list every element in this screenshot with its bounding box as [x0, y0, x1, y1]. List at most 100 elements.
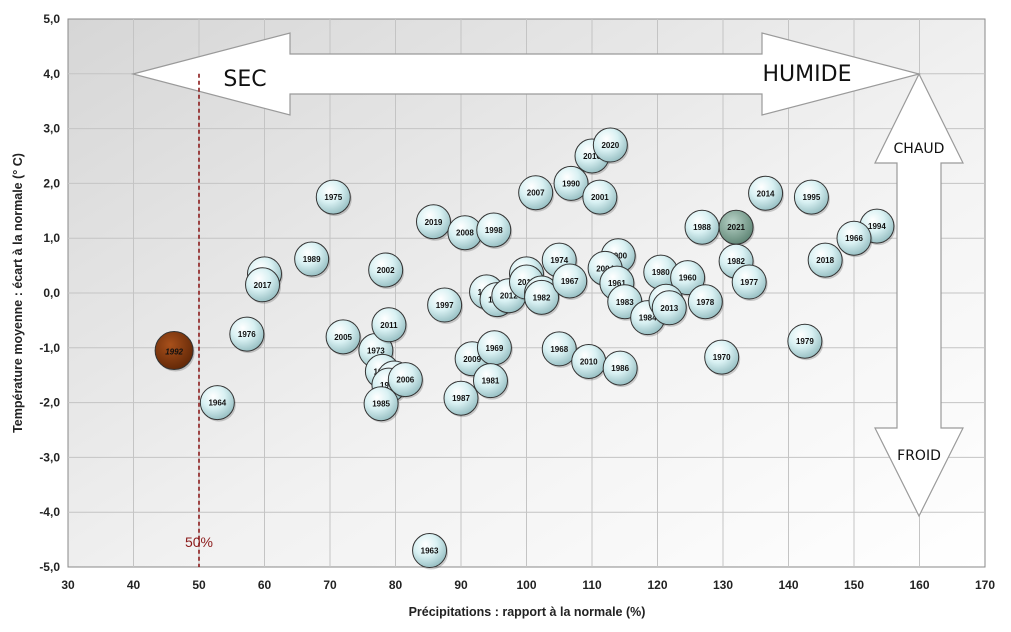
- point-marker: [592, 127, 628, 163]
- point-label: 1977: [740, 278, 758, 287]
- data-point: 1963: [412, 533, 449, 570]
- y-tick-label: 1,0: [43, 231, 60, 245]
- point-marker: [315, 179, 351, 215]
- point-label: 1989: [303, 255, 321, 264]
- x-tick-label: 40: [127, 578, 141, 592]
- data-point: 2005: [325, 319, 362, 356]
- point-marker: [687, 284, 723, 320]
- point-label: 2007: [527, 189, 545, 198]
- data-point: 2001: [582, 179, 619, 217]
- x-tick-label: 110: [582, 578, 602, 592]
- point-marker: [651, 290, 687, 326]
- point-marker: [704, 339, 740, 375]
- data-point: 2010: [571, 344, 608, 381]
- point-label: 1976: [238, 330, 256, 339]
- data-point: 1982: [524, 279, 561, 317]
- x-tick-label: 140: [778, 578, 798, 592]
- point-label: 1988: [693, 223, 711, 232]
- point-label: 1975: [324, 193, 342, 202]
- point-label: 1982: [533, 293, 551, 302]
- point-label: 1987: [452, 394, 470, 403]
- point-label: 2010: [580, 358, 598, 367]
- data-point: 1979: [787, 323, 824, 361]
- y-tick-label: 0,0: [43, 286, 60, 300]
- point-marker: [443, 380, 479, 416]
- data-point: 2017: [245, 267, 282, 304]
- point-label: 1990: [562, 179, 580, 188]
- data-point: 2011: [371, 307, 408, 344]
- point-label: 2004: [596, 264, 614, 273]
- point-label: 1997: [436, 301, 454, 310]
- y-tick-label: -1,0: [39, 341, 60, 355]
- cold-label: FROID: [897, 448, 941, 464]
- point-marker: [368, 252, 404, 288]
- point-marker: [582, 179, 618, 215]
- data-point: 2007: [518, 175, 555, 212]
- point-label: 1984: [639, 314, 657, 323]
- point-label: 1992: [165, 348, 183, 357]
- point-marker: [602, 350, 638, 386]
- data-point: 1997: [427, 287, 464, 325]
- data-point: 1977: [731, 264, 768, 302]
- point-label: 1995: [803, 193, 821, 202]
- point-marker: [154, 331, 194, 371]
- point-marker: [245, 267, 281, 303]
- point-marker: [363, 386, 399, 422]
- point-label: 2000: [609, 252, 627, 261]
- point-marker: [518, 175, 554, 211]
- point-marker: [748, 175, 784, 211]
- point-label: 2006: [396, 376, 414, 385]
- y-tick-labels: 5,0 4,0 3,0 2,0 1,0 0,0 -1,0 -2,0 -3,0 -4,0 -5,0: [39, 12, 60, 574]
- point-marker: [793, 179, 829, 215]
- point-label: 2014: [757, 189, 775, 198]
- point-label: 2015: [518, 278, 536, 287]
- x-tick-label: 150: [844, 578, 864, 592]
- point-label: 2008: [456, 229, 474, 238]
- data-point: 2018: [807, 242, 844, 280]
- point-label: 1974: [550, 256, 568, 265]
- point-label: 2019: [425, 218, 443, 227]
- data-point: 1995: [793, 179, 830, 217]
- data-point: 1986: [602, 350, 639, 388]
- x-tick-label: 170: [975, 578, 995, 592]
- x-tick-label: 100: [516, 578, 536, 592]
- y-tick-label: -3,0: [39, 450, 60, 464]
- point-label: 1983: [616, 298, 634, 307]
- data-point: 2020: [592, 127, 629, 165]
- data-point: 2014: [748, 175, 785, 213]
- hot-label: CHAUD: [894, 141, 945, 157]
- point-label: 2009: [463, 355, 481, 364]
- direction-arrows: SEC HUMIDE CHAUD FROID: [130, 32, 964, 518]
- data-point: 1967: [552, 263, 589, 300]
- point-label: 1982: [727, 257, 745, 266]
- point-label: 2021: [727, 223, 745, 232]
- fifty-percent-label: 50%: [185, 534, 213, 550]
- data-point: 2006: [387, 362, 424, 399]
- y-axis-title: Température moyenne : écart à la normale…: [11, 153, 25, 433]
- point-label: 1967: [561, 277, 579, 286]
- point-marker: [787, 323, 823, 359]
- point-marker: [731, 264, 767, 300]
- point-marker: [524, 279, 560, 315]
- y-tick-label: -4,0: [39, 505, 60, 519]
- point-current: 2021: [718, 209, 755, 247]
- x-tick-label: 50: [192, 578, 206, 592]
- point-label: 2001: [591, 193, 609, 202]
- point-label: 1994: [868, 222, 886, 231]
- data-point: 2002: [368, 252, 405, 289]
- data-point: 1998: [476, 212, 513, 249]
- data-point: 1964: [199, 385, 236, 422]
- point-marker: [472, 363, 508, 399]
- point-marker: [807, 242, 843, 278]
- point-label: 2002: [377, 266, 395, 275]
- point-label: 1985: [372, 400, 390, 409]
- dry-label: SEC: [223, 67, 266, 92]
- point-label: 2013: [660, 304, 678, 313]
- point-marker: [836, 220, 872, 256]
- data-points: 1963196419761993201719891975200519732002…: [154, 127, 896, 570]
- point-label: 1964: [208, 399, 226, 408]
- data-point: 2019: [415, 204, 452, 241]
- data-point: 1976: [229, 316, 266, 354]
- point-marker: [294, 241, 330, 277]
- data-point: 1978: [687, 284, 724, 321]
